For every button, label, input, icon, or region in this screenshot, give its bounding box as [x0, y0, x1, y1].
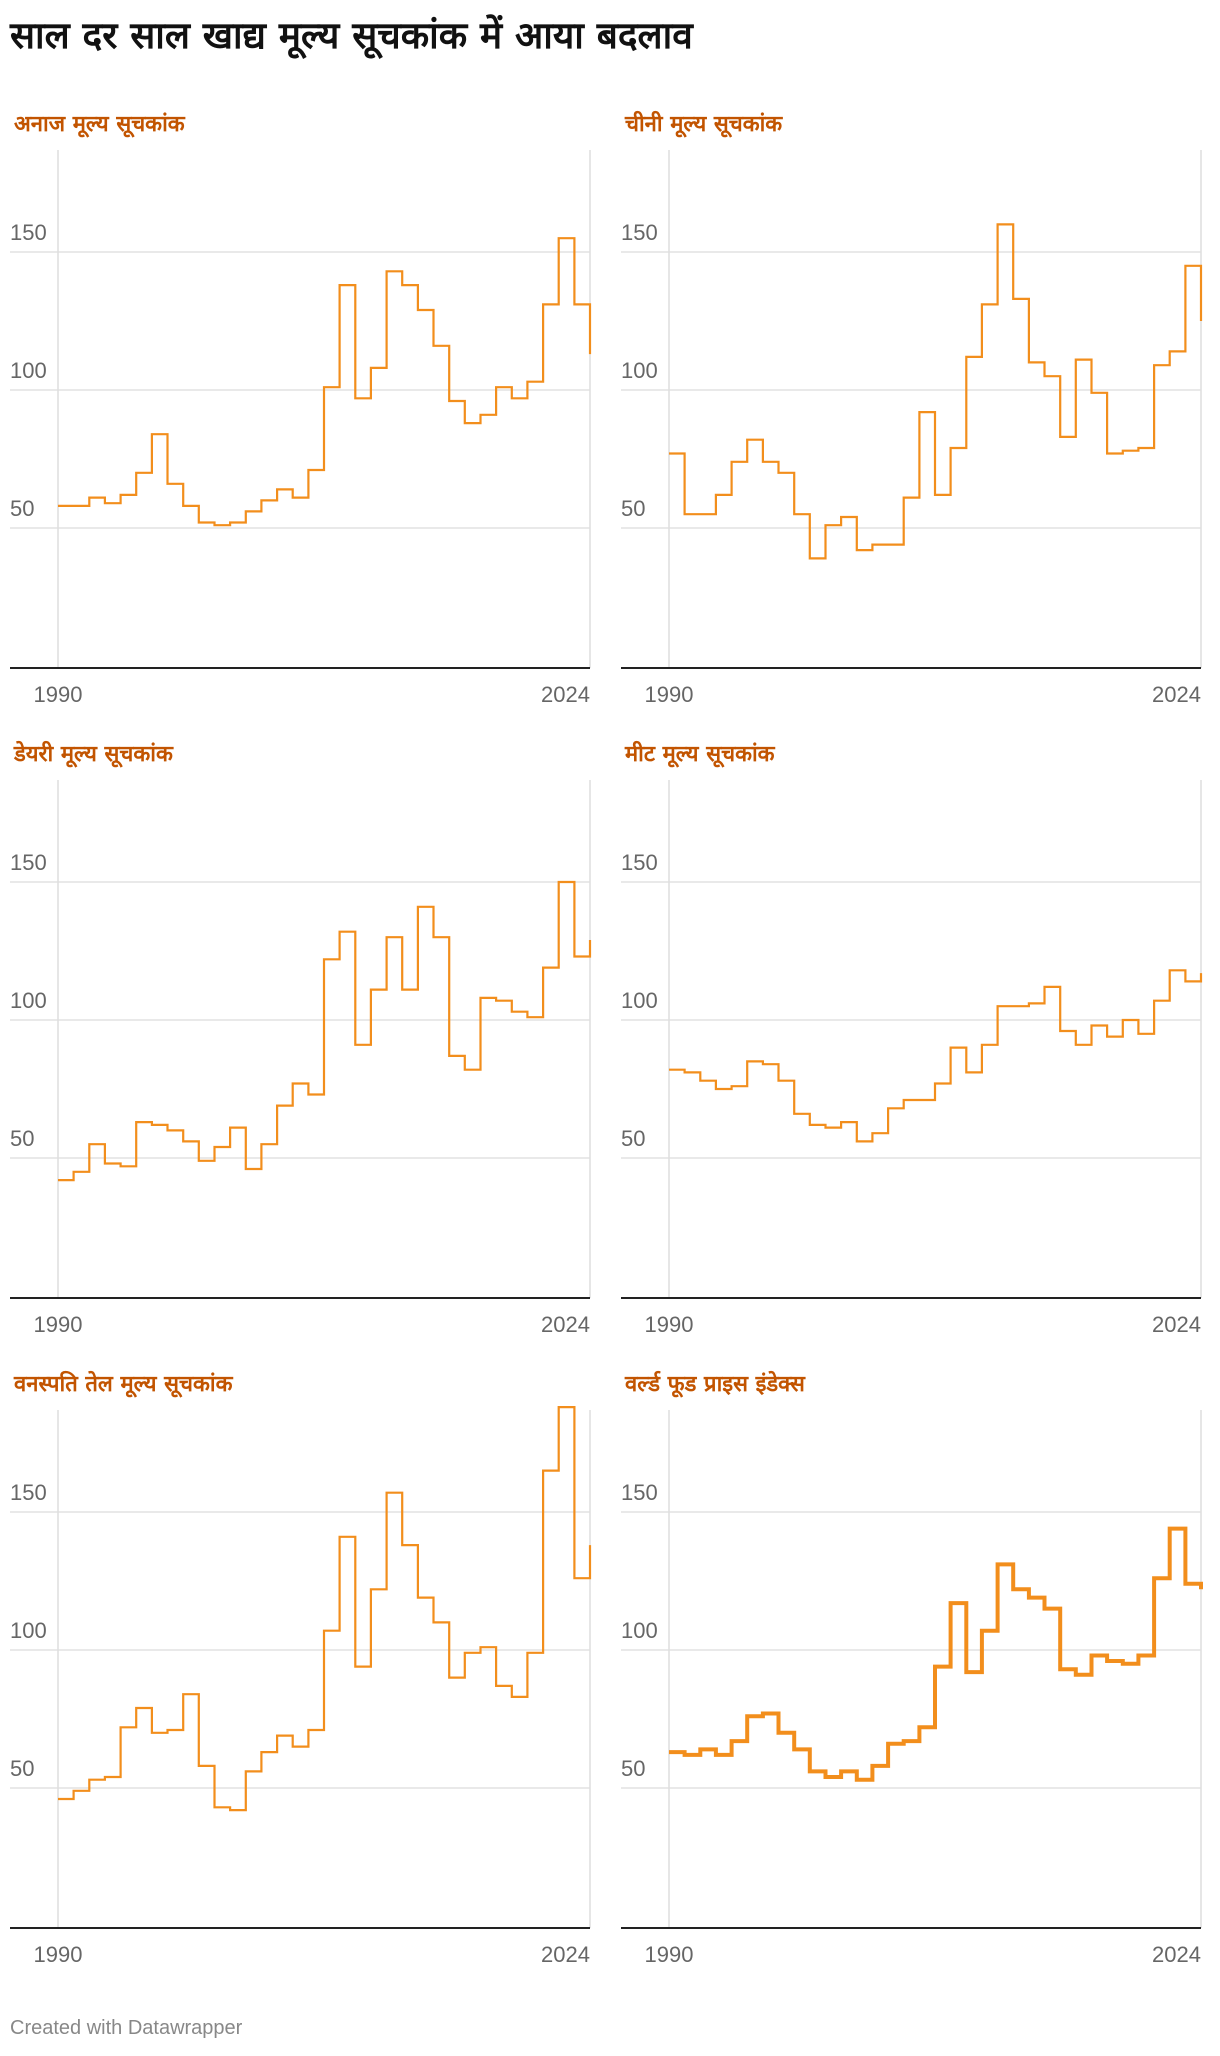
chart-title-dairy: डेयरी मूल्य सूचकांक — [14, 742, 173, 767]
y-tick-label: 50 — [621, 496, 645, 521]
x-tick-label: 1990 — [34, 1942, 83, 1967]
chart-panel-vegetable-oil: वनस्पति तेल मूल्य सूचकांक 50 100 150 1990 20… — [10, 1368, 610, 1988]
y-tick-label: 50 — [621, 1126, 645, 1151]
chart-panel-dairy: डेयरी मूल्य सूचकांक 50 100 150 1990 2024 — [10, 738, 610, 1358]
y-tick-label: 50 — [10, 496, 34, 521]
x-tick-label: 2024 — [541, 682, 590, 707]
series-line — [58, 237, 592, 527]
x-tick-label: 1990 — [645, 1312, 694, 1337]
y-tick-label: 100 — [10, 358, 47, 383]
y-tick-label: 100 — [10, 1618, 47, 1643]
chart-panel-world-food: वर्ल्ड फूड प्राइस इंडेक्स 50 100 150 1990 20… — [621, 1368, 1220, 1988]
y-tick-label: 50 — [10, 1756, 34, 1781]
chart-sugar: 50 100 150 1990 2024 — [621, 150, 1203, 707]
chart-title-sugar: चीनी मूल्य सूचकांक — [625, 112, 783, 137]
x-tick-label: 2024 — [1152, 682, 1201, 707]
chart-panel-grain: अनाज मूल्य सूचकांक 50 100 150 1990 2024 — [10, 108, 610, 728]
y-tick-label: 100 — [10, 988, 47, 1013]
chart-title-meat: मीट मूल्य सूचकांक — [625, 742, 775, 767]
x-tick-label: 2024 — [541, 1312, 590, 1337]
chart-world-food: 50 100 150 1990 2024 — [621, 1410, 1203, 1967]
y-tick-label: 100 — [621, 988, 658, 1013]
series-line — [669, 223, 1203, 560]
footer-credit: Created with Datawrapper — [10, 2017, 243, 2039]
page-title: साल दर साल खाद्य मूल्य सूचकांक में आया ब… — [10, 14, 693, 57]
y-tick-label: 150 — [10, 850, 47, 875]
chart-title-world-food: वर्ल्ड फूड प्राइस इंडेक्स — [625, 1372, 805, 1397]
series-line — [669, 1526, 1203, 1782]
x-tick-label: 1990 — [645, 682, 694, 707]
x-tick-label: 2024 — [541, 1942, 590, 1967]
y-tick-label: 150 — [10, 1480, 47, 1505]
series-line — [58, 1406, 592, 1812]
x-tick-label: 2024 — [1152, 1312, 1201, 1337]
x-tick-label: 1990 — [34, 682, 83, 707]
chart-title-vegetable-oil: वनस्पति तेल मूल्य सूचकांक — [14, 1372, 233, 1397]
series-line — [58, 880, 592, 1182]
y-tick-label: 50 — [621, 1756, 645, 1781]
chart-grain: 50 100 150 1990 2024 — [10, 150, 592, 707]
y-tick-label: 100 — [621, 1618, 658, 1643]
y-tick-label: 150 — [621, 1480, 658, 1505]
series-line — [669, 969, 1203, 1143]
x-tick-label: 2024 — [1152, 1942, 1201, 1967]
y-tick-label: 150 — [10, 220, 47, 245]
chart-panel-sugar: चीनी मूल्य सूचकांक 50 100 150 1990 2024 — [621, 108, 1220, 728]
chart-panel-meat: मीट मूल्य सूचकांक 50 100 150 1990 2024 — [621, 738, 1220, 1358]
y-tick-label: 50 — [10, 1126, 34, 1151]
y-tick-label: 100 — [621, 358, 658, 383]
x-tick-label: 1990 — [645, 1942, 694, 1967]
chart-dairy: 50 100 150 1990 2024 — [10, 780, 592, 1337]
chart-title-grain: अनाज मूल्य सूचकांक — [14, 112, 185, 137]
y-tick-label: 150 — [621, 850, 658, 875]
chart-meat: 50 100 150 1990 2024 — [621, 780, 1203, 1337]
x-tick-label: 1990 — [34, 1312, 83, 1337]
y-tick-label: 150 — [621, 220, 658, 245]
chart-vegetable-oil: 50 100 150 1990 2024 — [10, 1406, 592, 1967]
